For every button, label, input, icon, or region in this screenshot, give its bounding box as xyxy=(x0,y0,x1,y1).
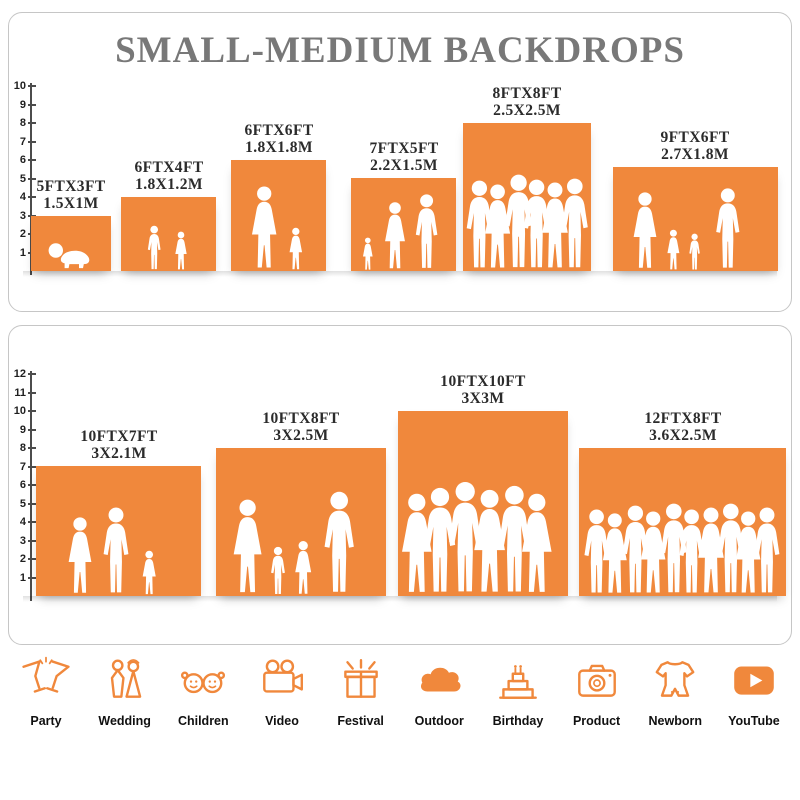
people-silhouette xyxy=(362,194,438,270)
category-label: Product xyxy=(572,714,621,728)
ruler-tick: 1 xyxy=(9,572,36,584)
backdrop-size-label: 8FTX8FT 2.5X2.5M xyxy=(492,85,562,119)
category-party: Party xyxy=(10,655,82,728)
backdrop-block-10x10 xyxy=(398,411,568,596)
backdrop-size-label: 6FTX6FT 1.8X1.8M xyxy=(244,122,314,156)
category-wedding: Wedding xyxy=(89,655,161,728)
backdrop-size-label: 12FTX8FT 3.6X2.5M xyxy=(644,410,722,444)
ruler-tick: 4 xyxy=(9,191,36,203)
ruler-tick: 5 xyxy=(9,173,36,185)
outdoor-icon xyxy=(421,667,461,692)
backdrop-size-label: 6FTX4FT 1.8X1.2M xyxy=(134,159,204,193)
video-icon xyxy=(263,659,303,693)
ruler-tick: 9 xyxy=(9,99,36,111)
party-icon xyxy=(22,656,70,693)
ruler-axis xyxy=(30,371,32,601)
backdrop-block-7x5 xyxy=(351,178,456,271)
people-silhouette xyxy=(402,481,552,592)
page-title: SMALL-MEDIUM BACKDROPS xyxy=(115,30,685,71)
ruler-tick: 6 xyxy=(9,479,36,491)
newborn-icon xyxy=(655,661,695,697)
birthday-icon xyxy=(499,665,537,699)
ruler-tick: 7 xyxy=(9,136,36,148)
category-newborn: Newborn xyxy=(639,655,711,728)
ruler-tick: 6 xyxy=(9,154,36,166)
ground-shadow xyxy=(23,596,777,602)
people-silhouette xyxy=(147,225,187,270)
people-silhouette xyxy=(584,503,780,593)
category-label: Children xyxy=(177,714,229,728)
category-row: Party Wedding xyxy=(0,655,800,728)
people-silhouette xyxy=(633,188,740,270)
ruler-tick: 2 xyxy=(9,228,36,240)
backdrop-block-6x4 xyxy=(121,197,216,271)
people-silhouette xyxy=(68,507,156,595)
people-silhouette xyxy=(233,491,354,594)
backdrop-size-label: 10FTX8FT 3X2.5M xyxy=(262,410,340,444)
product-icon xyxy=(577,664,616,697)
ruler-tick: 1 xyxy=(9,247,36,259)
category-product: Product xyxy=(561,655,633,728)
category-label: Newborn xyxy=(648,714,702,728)
category-label: Festival xyxy=(337,714,384,728)
backdrop-block-12x8 xyxy=(579,448,786,596)
ruler-tick: 3 xyxy=(9,535,36,547)
ruler-tick: 3 xyxy=(9,210,36,222)
backdrop-size-label: 7FTX5FT 2.2X1.5M xyxy=(369,140,439,174)
people-silhouette xyxy=(48,243,90,269)
backdrop-block-10x8 xyxy=(216,448,386,596)
backdrop-size-label: 5FTX3FT 1.5X1M xyxy=(36,178,106,212)
category-label: Party xyxy=(30,714,62,728)
children-icon xyxy=(181,671,226,694)
backdrop-size-label: 10FTX7FT 3X2.1M xyxy=(80,428,158,462)
backdrop-block-10x7 xyxy=(36,466,201,596)
ruler-tick: 10 xyxy=(9,405,36,417)
people-silhouette xyxy=(466,174,588,268)
festival-icon xyxy=(343,659,378,698)
ruler-tick: 8 xyxy=(9,442,36,454)
ruler-tick: 12 xyxy=(9,368,36,380)
category-video: Video xyxy=(246,655,318,728)
ruler-tick: 9 xyxy=(9,424,36,436)
backdrop-block-5x3 xyxy=(31,216,111,271)
large-backdrops-panel: 12 11 10 9 8 7 6 5 4 3 2 1 10FTX7FT 3X2.1… xyxy=(8,325,792,645)
backdrop-size-label: 9FTX6FT 2.7X1.8M xyxy=(660,129,730,163)
ground-shadow xyxy=(23,271,777,277)
backdrop-block-6x6 xyxy=(231,160,326,271)
category-outdoor: Outdoor xyxy=(403,655,475,728)
category-youtube: YouTube xyxy=(718,655,790,728)
backdrop-block-9x6 xyxy=(613,167,778,271)
category-children: Children xyxy=(167,655,239,728)
ruler-tick: 7 xyxy=(9,461,36,473)
category-label: Outdoor xyxy=(414,714,464,728)
ruler-tick: 5 xyxy=(9,498,36,510)
small-backdrops-panel: SMALL-MEDIUM BACKDROPS 10 9 8 7 6 5 4 3 … xyxy=(8,12,792,312)
ruler-tick: 11 xyxy=(9,387,36,399)
category-label: Video xyxy=(265,714,299,728)
ruler-tick: 2 xyxy=(9,553,36,565)
youtube-icon xyxy=(734,666,774,695)
ruler-tick: 4 xyxy=(9,516,36,528)
category-birthday: Birthday xyxy=(482,655,554,728)
ruler-tick: 8 xyxy=(9,117,36,129)
ruler-tick: 10 xyxy=(9,80,36,92)
category-label: YouTube xyxy=(728,714,780,728)
category-festival: Festival xyxy=(325,655,397,728)
category-label: Birthday xyxy=(492,714,544,728)
category-label: Wedding xyxy=(98,714,151,728)
backdrop-block-8x8 xyxy=(463,123,591,271)
backdrop-size-label: 10FTX10FT 3X3M xyxy=(440,373,526,407)
people-silhouette xyxy=(251,186,303,270)
wedding-icon xyxy=(110,659,141,698)
